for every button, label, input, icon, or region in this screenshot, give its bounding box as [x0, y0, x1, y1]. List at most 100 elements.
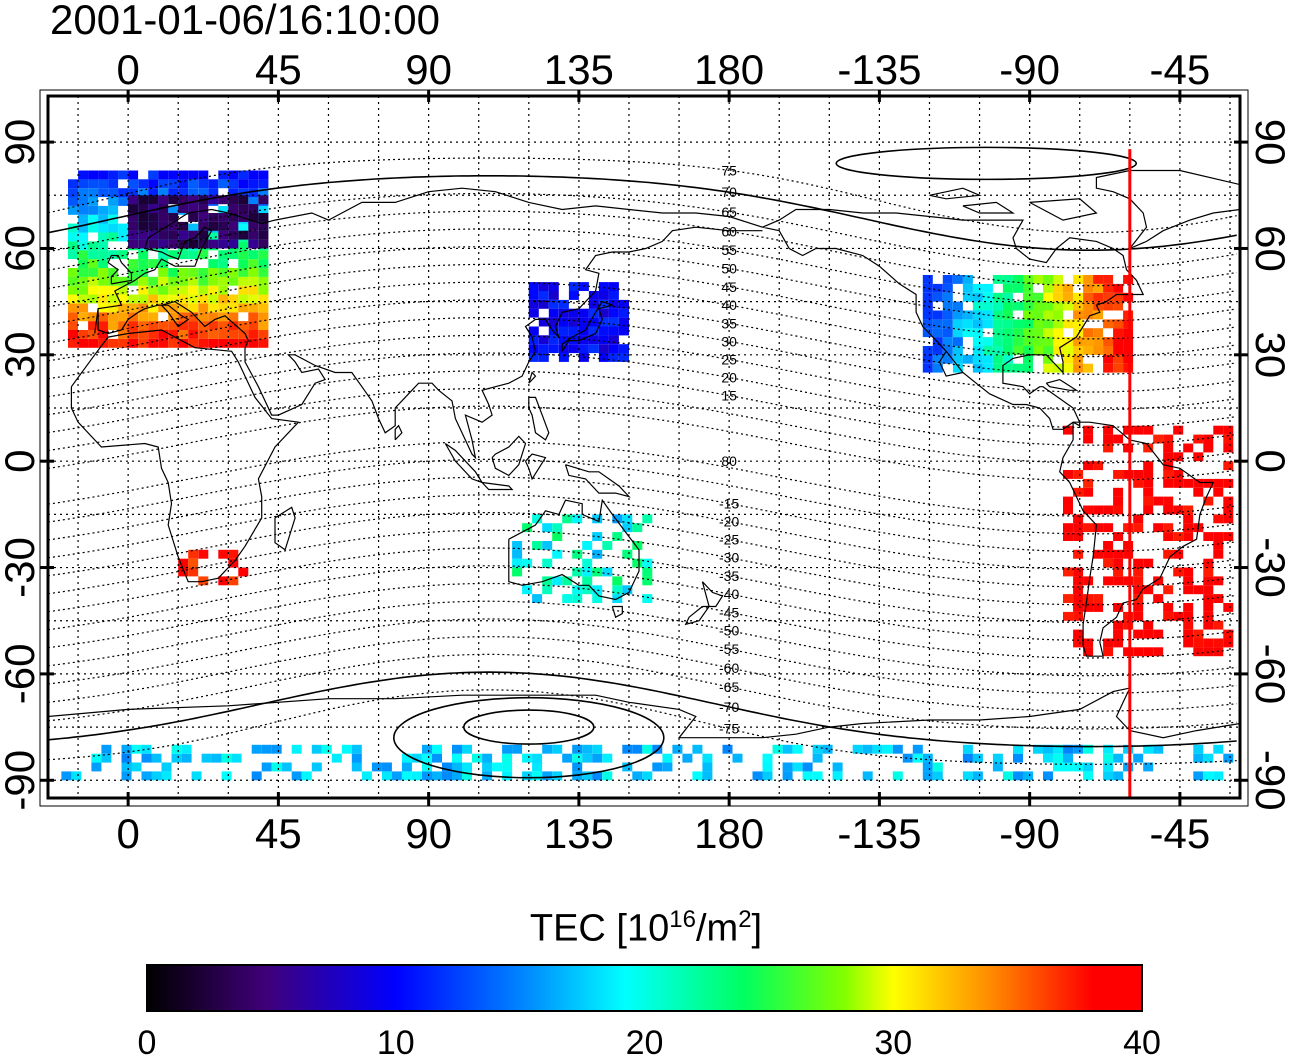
tec-pixel — [532, 594, 543, 603]
tec-pixel — [218, 230, 229, 240]
tec-pixel — [548, 344, 559, 354]
tec-pixel — [1103, 505, 1114, 515]
tec-pixel — [138, 303, 149, 313]
tec-pixel — [1143, 470, 1154, 479]
tec-pixel — [238, 294, 249, 304]
tec-pixel — [1002, 328, 1013, 338]
tec-pixel — [228, 213, 239, 222]
tec-pixel — [592, 567, 603, 577]
tec-pixel — [542, 541, 553, 550]
tec-pixel — [922, 328, 933, 338]
tec-pixel — [512, 558, 523, 568]
tec-pixel — [1173, 478, 1184, 488]
tec-pixel — [1073, 363, 1084, 373]
tec-pixel — [248, 188, 259, 198]
tec-pixel — [1063, 425, 1073, 435]
tec-pixel — [68, 303, 78, 313]
tec-pixel — [682, 753, 693, 763]
tec-pixel — [78, 338, 89, 348]
tec-pixel — [962, 275, 973, 284]
tec-pixel — [532, 762, 543, 772]
tec-pixel — [271, 744, 282, 754]
tec-pixel — [558, 335, 569, 345]
tec-pixel — [542, 576, 553, 586]
tec-pixel — [1073, 603, 1084, 612]
maglat-label: -55 — [719, 641, 739, 657]
tec-pixel — [922, 354, 933, 364]
tec-pixel — [942, 337, 953, 346]
tec-pixel — [962, 328, 973, 338]
tec-pixel — [228, 230, 239, 240]
tec-pixel — [582, 576, 593, 586]
tec-pixel — [1063, 319, 1073, 329]
tec-pixel — [118, 285, 129, 295]
tec-pixel — [1133, 478, 1144, 488]
maglat-contour — [48, 175, 1237, 251]
tec-pixel — [1083, 505, 1094, 515]
tec-pixel — [248, 294, 259, 304]
tec-pixel — [258, 230, 269, 240]
tec-pixel — [108, 294, 119, 304]
tec-pixel — [1183, 505, 1194, 515]
tec-pixel — [68, 205, 78, 215]
tec-pixel — [992, 762, 1003, 772]
tec-pixel — [832, 762, 843, 772]
lat-lon-grid — [48, 96, 1240, 798]
tec-pixel — [1002, 310, 1013, 320]
maglat-contour — [48, 370, 1237, 446]
tec-pixel — [962, 354, 973, 364]
tec-pixel — [158, 213, 169, 222]
tec-pixel — [258, 338, 269, 348]
tec-pixel — [88, 285, 99, 295]
tec-pixel — [1143, 478, 1154, 488]
maglat-label: 70 — [721, 184, 737, 200]
maglat-label: -30 — [719, 550, 739, 566]
tec-pixel — [158, 230, 169, 240]
axes: 0045459090135135180180-135-135-90-90-45-… — [0, 46, 1292, 857]
tec-pixel — [128, 195, 139, 205]
tec-pixel — [78, 330, 89, 339]
maglat-oval-south — [463, 709, 595, 745]
lon-tick-label-top: 180 — [694, 46, 764, 93]
coastline — [762, 208, 1145, 430]
maglat-contour — [48, 334, 1237, 411]
tec-pixel — [1203, 567, 1214, 577]
maglat-contour — [48, 476, 1237, 553]
tec-pixel — [1083, 603, 1094, 612]
tec-pixel — [972, 301, 983, 311]
tec-pixel — [1043, 753, 1053, 763]
tec-pixel — [1103, 558, 1114, 568]
tec-pixel — [78, 197, 89, 206]
tec-pixel — [228, 321, 239, 330]
tec-pixel — [1023, 771, 1033, 781]
tec-pixel — [78, 312, 89, 322]
tec-pixel — [1013, 771, 1023, 781]
tec-pixel — [1073, 523, 1084, 533]
tec-pixel — [812, 753, 823, 763]
tec-pixel — [1183, 443, 1194, 453]
tec-pixel — [88, 179, 99, 189]
tec-pixel — [128, 338, 139, 348]
tec-pixel — [932, 283, 943, 293]
tec-pixel — [1153, 434, 1164, 444]
tec-pixel — [1123, 470, 1134, 479]
tec-pixel — [238, 268, 249, 277]
tec-pixel — [208, 188, 219, 198]
tec-pixel — [1063, 505, 1073, 515]
tec-pixel — [992, 292, 1003, 302]
maglat-label: 50 — [721, 261, 737, 277]
tec-pixel — [261, 744, 272, 754]
colorbar-tick-label: 20 — [626, 1024, 664, 1057]
tec-pixel — [108, 170, 119, 180]
tec-pixel — [401, 762, 412, 772]
tec-pixel — [158, 188, 169, 198]
tec-pixel — [1123, 328, 1134, 338]
tec-pixel — [78, 294, 89, 304]
tec-pixel — [532, 753, 543, 763]
tec-pixel — [552, 523, 563, 533]
tec-pixel — [331, 753, 342, 763]
tec-pixel — [88, 276, 99, 286]
tec-pixel — [1133, 514, 1144, 524]
tec-pixel — [1033, 337, 1043, 346]
tec-pixel — [812, 744, 823, 754]
